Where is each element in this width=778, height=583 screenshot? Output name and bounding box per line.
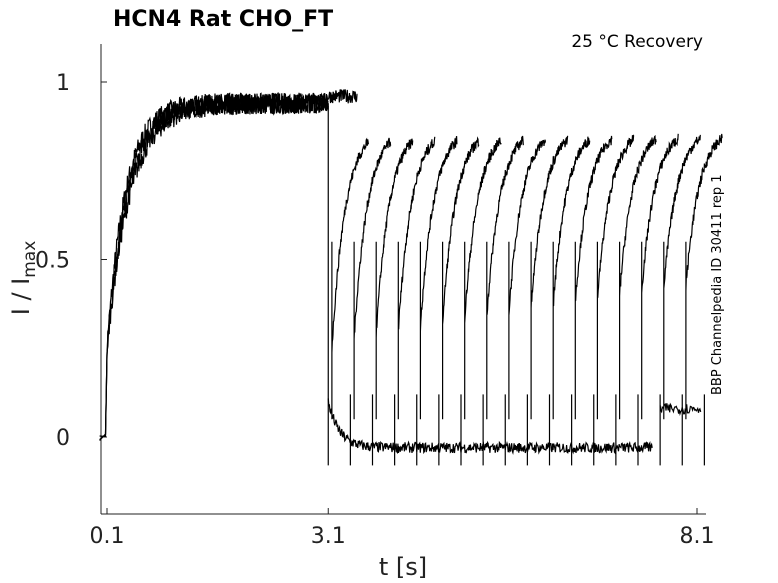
- current-traces: [99, 89, 723, 466]
- deactivation-trace: [327, 398, 653, 456]
- activation-trace: [99, 92, 329, 441]
- x-tick-group: 0.1 3.1 8.1: [90, 508, 715, 549]
- x-tick-label: 8.1: [680, 524, 715, 549]
- chart-annotation: 25 °C Recovery: [571, 32, 703, 52]
- y-tick-group: 00.51: [35, 71, 107, 451]
- recovery-pulse: [375, 138, 414, 420]
- y-axis-label-main: I / I: [7, 278, 35, 316]
- y-axis-label: I / Imax: [7, 241, 40, 316]
- recovery-pulse: [596, 134, 635, 420]
- chart-title: HCN4 Rat CHO_FT: [113, 7, 333, 32]
- recovery-pulse: [552, 136, 591, 420]
- activation-trace: [99, 92, 329, 441]
- recovery-pulse: [574, 135, 613, 420]
- x-tick-label: 0.1: [90, 524, 125, 549]
- recovery-pulse: [530, 135, 569, 420]
- y-tick-label: 1: [56, 71, 70, 96]
- recovery-pulse: [685, 133, 723, 420]
- side-label: BBP Channelpedia ID 30411 rep 1: [710, 174, 725, 395]
- y-tick-label: 0: [56, 426, 70, 451]
- y-axis-label-sub: max: [20, 241, 40, 278]
- recovery-pulse: [464, 137, 502, 420]
- x-tick-label: 3.1: [311, 524, 346, 549]
- recovery-pulse: [442, 136, 480, 420]
- recovery-pulse: [419, 135, 458, 420]
- recovery-pulse: [663, 134, 701, 420]
- plot-area: 00.51 0.1 3.1 8.1: [35, 44, 723, 549]
- plateau-trace: [327, 89, 358, 104]
- end-trace: [659, 402, 702, 416]
- recovery-pulse: [486, 135, 524, 420]
- recovery-pulse: [508, 139, 546, 420]
- recovery-pulse: [331, 137, 369, 420]
- y-tick-label: 0.5: [35, 249, 70, 274]
- recovery-pulse: [353, 137, 392, 420]
- recovery-pulse: [397, 136, 436, 420]
- recovery-pulse: [641, 133, 679, 420]
- activation-trace: [99, 92, 329, 438]
- recovery-pulse: [618, 134, 657, 420]
- x-axis-label: t [s]: [379, 553, 427, 581]
